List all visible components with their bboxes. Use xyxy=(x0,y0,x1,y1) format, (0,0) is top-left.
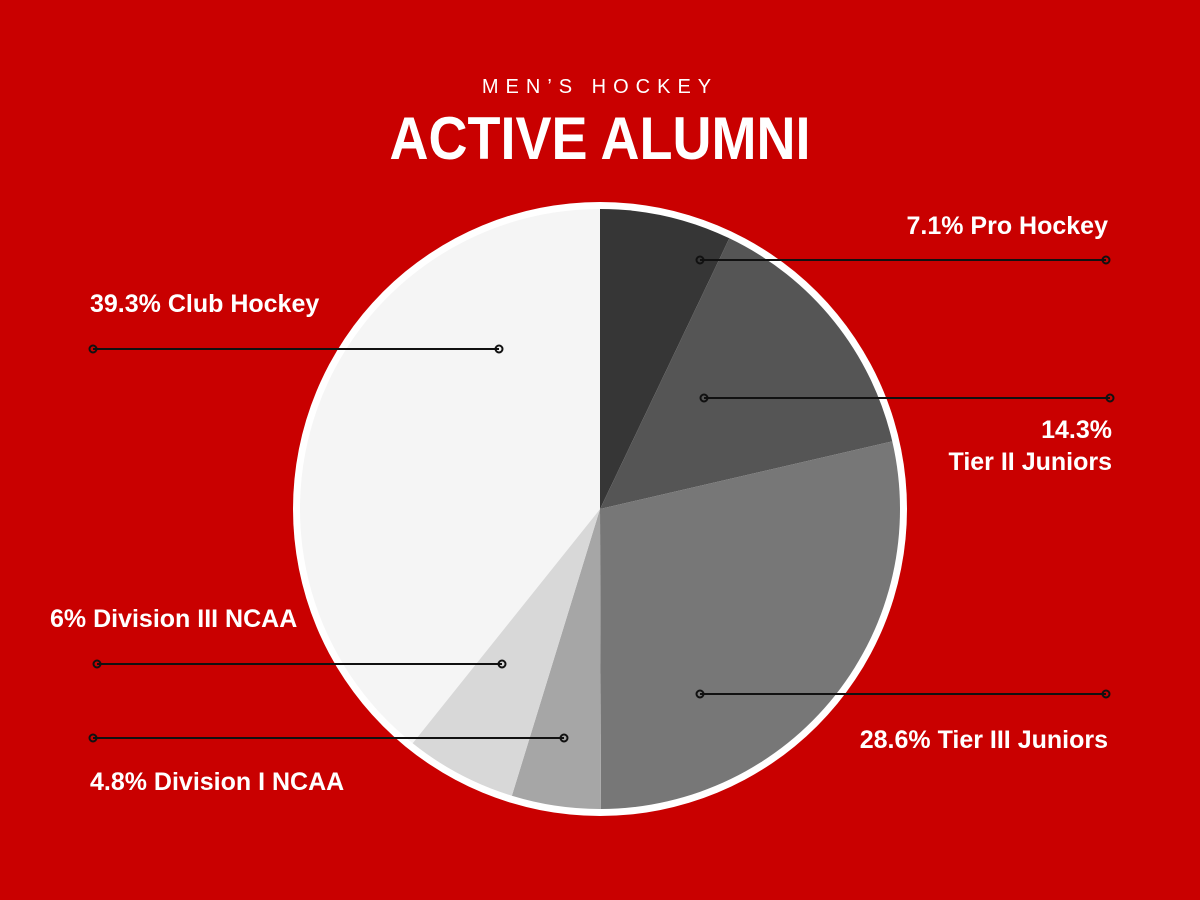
leader-dot-pro-hockey-outer xyxy=(1101,255,1111,265)
chart-subtitle: MEN’S HOCKEY xyxy=(481,76,719,98)
slice-label-tier-ii-juniors-line-1: 14.3% xyxy=(1041,416,1112,444)
leader-dot-division-i-ncaa-outer xyxy=(88,733,98,743)
leader-dot-club-hockey-outer xyxy=(88,344,98,354)
pie-slice-club-hockey xyxy=(299,209,600,744)
slice-label-tier-ii-juniors-line-2: Tier II Juniors xyxy=(949,448,1112,476)
leader-dot-tier-ii-juniors-outer xyxy=(1105,393,1115,403)
slice-label-division-iii-ncaa: 6% Division III NCAA xyxy=(50,605,297,633)
chart-title: ACTIVE ALUMNI xyxy=(389,105,811,172)
pie-slice-pro-hockey xyxy=(600,209,730,509)
leader-dot-pro-hockey-inner xyxy=(695,255,705,265)
pie-slice-division-iii-ncaa xyxy=(412,509,600,796)
slice-label-pro-hockey: 7.1% Pro Hockey xyxy=(907,212,1109,240)
slice-label-division-i-ncaa: 4.8% Division I NCAA xyxy=(90,768,344,796)
pie-slice-tier-ii-juniors xyxy=(600,238,893,510)
leader-dot-club-hockey-inner xyxy=(494,344,504,354)
slice-label-club-hockey: 39.3% Club Hockey xyxy=(90,290,319,318)
leader-dot-division-iii-ncaa-inner xyxy=(497,659,507,669)
leader-dot-division-iii-ncaa-outer xyxy=(92,659,102,669)
pie-slice-tier-iii-juniors xyxy=(600,441,901,809)
leader-dot-tier-ii-juniors-inner xyxy=(699,393,709,403)
pie-slice-division-i-ncaa xyxy=(511,509,601,810)
slice-label-tier-iii-juniors: 28.6% Tier III Juniors xyxy=(860,726,1108,754)
leader-dot-tier-iii-juniors-inner xyxy=(695,689,705,699)
leader-dot-tier-iii-juniors-outer xyxy=(1101,689,1111,699)
leader-dot-division-i-ncaa-inner xyxy=(559,733,569,743)
